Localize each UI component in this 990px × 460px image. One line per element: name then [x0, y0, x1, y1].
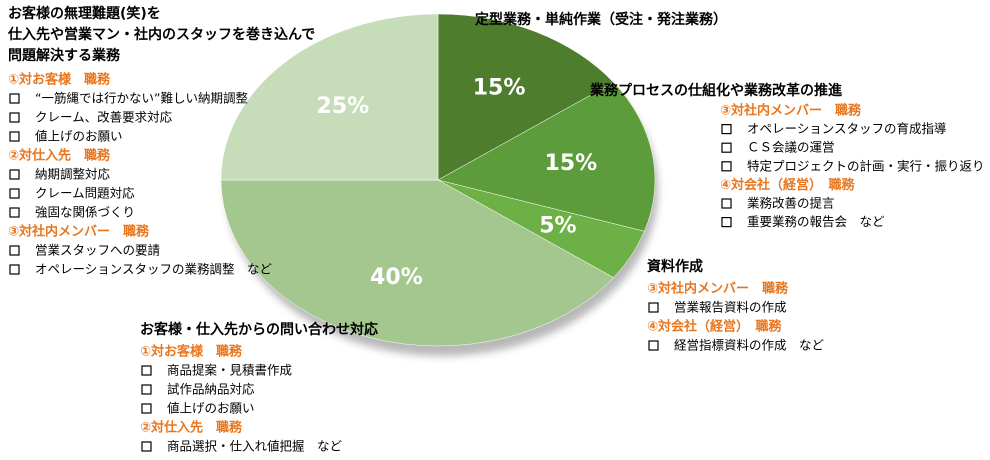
- item-text: オペレーションスタッフの育成指導: [747, 121, 947, 136]
- checkbox: [9, 112, 20, 123]
- annotations: お客様の無理難題(笑)を仕入先や営業マン・社内のスタッフを巻き込んで問題解決する…: [7, 5, 985, 454]
- checkbox: [721, 142, 732, 153]
- annotation-title: お客様・仕入先からの問い合わせ対応: [140, 321, 378, 338]
- item-text: オペレーションスタッフの業務調整 など: [35, 262, 273, 277]
- item-text: 業務改善の提言: [747, 196, 835, 211]
- pie-slice: [437, 13, 614, 181]
- item-text: 特定プロジェクトの計画・実行・振り返り: [747, 158, 985, 173]
- section-heading: ④対会社（経営） 職務: [647, 319, 783, 335]
- item-text: 値上げのお願い: [35, 129, 123, 144]
- item-text: 値上げのお願い: [167, 401, 255, 416]
- item-text: 商品提案・見積書作成: [167, 363, 292, 378]
- section-heading: ④対会社（経営） 職務: [720, 177, 856, 193]
- checkbox: [648, 302, 659, 313]
- annotation-title: お客様の無理難題(笑)を: [8, 5, 161, 22]
- annotation-title: 資料作成: [647, 258, 703, 275]
- annotation-title: 仕入先や営業マン・社内のスタッフを巻き込んで: [7, 26, 315, 43]
- annotation-title: 業務プロセスの仕組化や業務改革の推進: [589, 82, 842, 99]
- item-text: ＣＳ会議の運営: [747, 140, 835, 155]
- slice-label: 15%: [545, 151, 598, 176]
- checkbox: [9, 188, 20, 199]
- checkbox: [721, 161, 732, 172]
- section-heading: ③対社内メンバー 職務: [8, 224, 150, 240]
- item-text: 試作品納品対応: [167, 382, 255, 397]
- slice-label: 5%: [539, 214, 576, 239]
- section-heading: ②対仕入先 職務: [8, 148, 111, 164]
- item-text: クレーム問題対応: [35, 186, 135, 201]
- checkbox: [9, 207, 20, 218]
- pie-slice: [437, 82, 656, 232]
- section-heading: ③対社内メンバー 職務: [720, 103, 862, 119]
- annotation-title: 定型業務・単純作業（受注・発注業務）: [475, 11, 727, 28]
- annotation-title: 問題解決する業務: [8, 47, 121, 64]
- pie-slice: [220, 179, 614, 347]
- section-heading: ②対仕入先 職務: [140, 420, 243, 436]
- item-text: 強固な関係づくり: [35, 205, 135, 220]
- section-heading: ③対社内メンバー 職務: [647, 281, 789, 297]
- checkbox: [9, 264, 20, 275]
- checkbox: [141, 365, 152, 376]
- checkbox: [141, 384, 152, 395]
- item-text: 経営指標資料の作成 など: [674, 338, 825, 353]
- item-text: クレーム、改善要求対応: [35, 110, 173, 125]
- checkbox: [9, 93, 20, 104]
- checkbox: [9, 169, 20, 180]
- slice-label: 15%: [473, 75, 526, 100]
- checkbox: [141, 403, 152, 414]
- slice-label: 25%: [317, 94, 370, 119]
- checkbox: [648, 340, 659, 351]
- checkbox: [9, 245, 20, 256]
- section-heading: ①対お客様 職務: [140, 344, 243, 360]
- item-text: 営業報告資料の作成: [674, 300, 787, 315]
- checkbox: [721, 217, 732, 228]
- slice-label: 40%: [370, 265, 423, 290]
- checkbox: [141, 441, 152, 452]
- item-text: 納期調整対応: [35, 167, 111, 182]
- item-text: “一筋縄では行かない”難しい納期調整: [35, 91, 248, 106]
- pie: 15% 15% 5% 40% 25%: [220, 13, 656, 347]
- item-text: 重要業務の報告会 など: [747, 214, 885, 229]
- item-text: 商品選択・仕入れ値把握 など: [167, 439, 343, 454]
- checkbox: [9, 131, 20, 142]
- checkbox: [721, 123, 732, 135]
- pie-slice: [220, 13, 439, 181]
- item-text: 営業スタッフへの要請: [35, 243, 160, 258]
- section-heading: ①対お客様 職務: [8, 72, 111, 88]
- checkbox: [721, 198, 732, 209]
